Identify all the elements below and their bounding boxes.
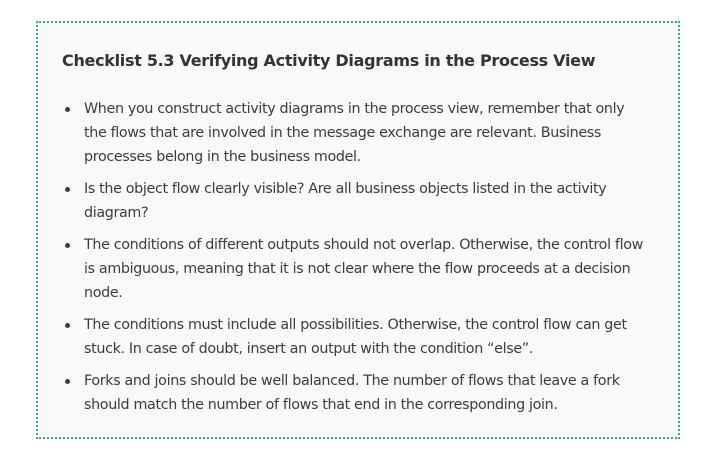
checklist-item-text: When you construct activity diagrams in … xyxy=(84,101,625,165)
bullet-icon xyxy=(65,187,70,192)
checklist-item: When you construct activity diagrams in … xyxy=(62,97,648,169)
bullet-icon xyxy=(65,243,70,248)
bullet-icon xyxy=(65,379,70,384)
checklist-item: The conditions of different outputs shou… xyxy=(62,233,648,305)
checklist-item: Is the object flow clearly visible? Are … xyxy=(62,177,648,225)
checklist-box: Checklist 5.3 Verifying Activity Diagram… xyxy=(36,21,680,439)
checklist-title: Checklist 5.3 Verifying Activity Diagram… xyxy=(62,51,596,70)
checklist-item-text: The conditions of different outputs shou… xyxy=(84,237,643,301)
checklist-item-text: The conditions must include all possibil… xyxy=(84,317,627,357)
checklist-items: When you construct activity diagrams in … xyxy=(62,97,648,425)
checklist-item: The conditions must include all possibil… xyxy=(62,313,648,361)
checklist-item: Forks and joins should be well balanced.… xyxy=(62,369,648,417)
checklist-item-text: Is the object flow clearly visible? Are … xyxy=(84,181,607,221)
bullet-icon xyxy=(65,107,70,112)
checklist-item-text: Forks and joins should be well balanced.… xyxy=(84,373,620,413)
bullet-icon xyxy=(65,323,70,328)
